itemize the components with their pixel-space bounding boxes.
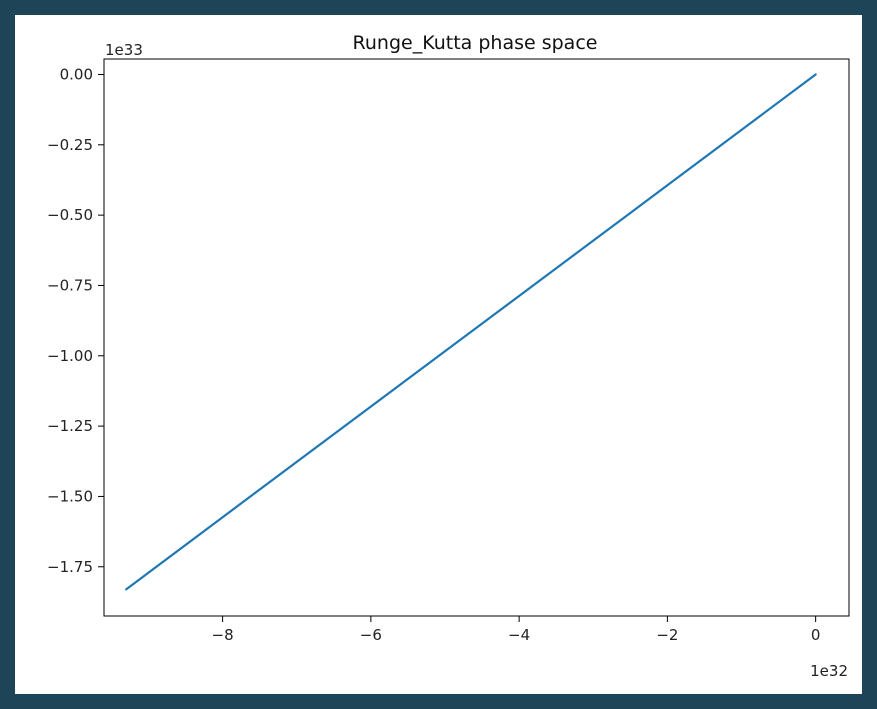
y-tick-label: −1.25 — [47, 417, 93, 435]
y-tick-label: −0.50 — [47, 206, 93, 224]
x-tick-label: −2 — [656, 626, 678, 644]
axes-layer: −8 −6 −4 −2 0 0.00 −0.25 −0.50 −0.75 −1.00 −1.25 −1… — [47, 65, 820, 644]
x-tick-label: −8 — [212, 626, 234, 644]
chart-svg: Runge_Kutta phase space 1e33 1e32 −8 −6 −4… — [47, 32, 850, 680]
chart-title: Runge_Kutta phase space — [353, 32, 598, 54]
x-tick-label: −4 — [508, 626, 530, 644]
y-tick-label: 0.00 — [60, 65, 93, 83]
y-tick-label: −0.75 — [47, 276, 93, 294]
x-axis-multiplier: 1e32 — [810, 662, 848, 680]
chart-figure: Runge_Kutta phase space 1e33 1e32 −8 −6 −4… — [15, 15, 862, 694]
y-tick-label: −0.25 — [47, 136, 93, 154]
x-tick-label: 0 — [811, 626, 821, 644]
y-axis-multiplier: 1e33 — [105, 41, 143, 59]
y-tick-label: −1.50 — [47, 487, 93, 505]
x-tick-label: −6 — [360, 626, 382, 644]
series-line — [125, 73, 817, 591]
y-tick-label: −1.75 — [47, 558, 93, 576]
y-tick-label: −1.00 — [47, 347, 93, 365]
plot-layer — [125, 73, 817, 591]
plot-frame — [103, 58, 850, 617]
